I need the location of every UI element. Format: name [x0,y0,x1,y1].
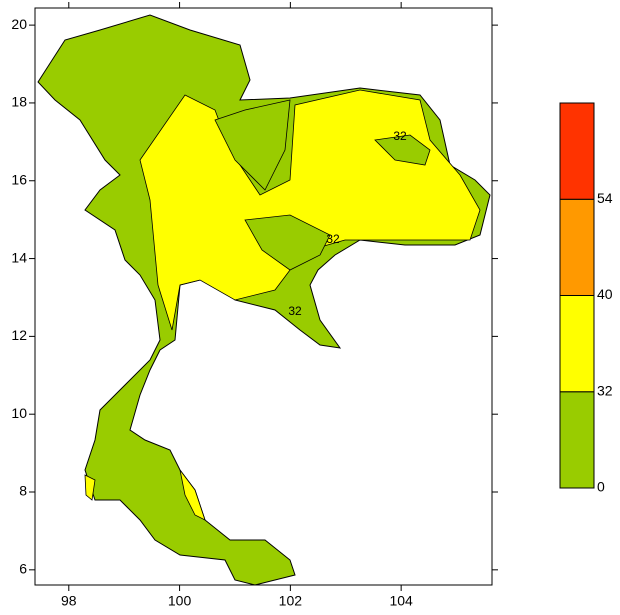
colorbar-label: 0 [597,479,605,495]
colorbar-label: 40 [597,286,613,302]
y-tick-label: 10 [11,405,27,421]
contour-label: 32 [288,304,302,318]
cool-zone [244,214,331,271]
warm-zone [179,469,206,521]
x-tick-label: 100 [168,593,192,609]
x-tick-label: 104 [389,593,413,609]
x-tick-label: 102 [279,593,303,609]
colorbar-segment [559,198,595,296]
x-tick-label: 98 [61,593,77,609]
colorbar-segment [559,102,595,200]
y-tick-label: 20 [11,16,27,32]
y-tick-label: 16 [11,171,27,187]
cool-zone [374,134,431,166]
colorbar-segment [559,295,595,393]
y-tick-label: 18 [11,94,27,110]
contour-label: 32 [326,232,340,246]
y-tick-label: 6 [19,561,27,577]
warm-zone [84,474,96,501]
colorbar-label: 32 [597,382,613,398]
colorbar-label: 54 [597,190,613,206]
contour-label: 32 [393,129,407,143]
y-tick-label: 8 [19,483,27,499]
cool-zone [214,99,291,191]
y-tick-label: 14 [11,249,27,265]
colorbar-segment [559,391,595,489]
y-tick-label: 12 [11,327,27,343]
